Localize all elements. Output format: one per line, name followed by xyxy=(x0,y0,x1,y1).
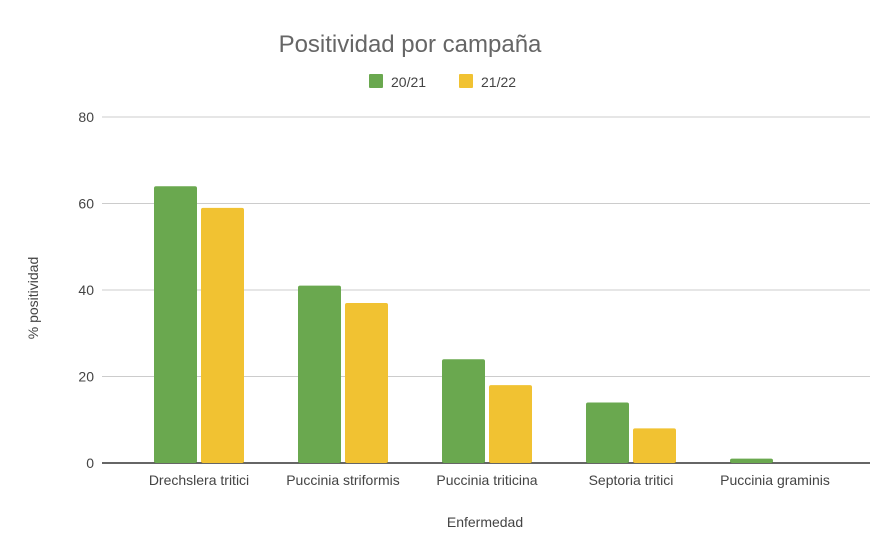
y-tick-label: 20 xyxy=(78,369,94,385)
y-axis-label: % positividad xyxy=(25,257,41,340)
bar-21-22 xyxy=(345,302,388,463)
legend-swatch xyxy=(369,74,383,88)
legend: 20/21 21/22 xyxy=(369,74,516,90)
x-tick-label: Puccinia graminis xyxy=(720,472,830,488)
y-tick-label: 40 xyxy=(78,282,94,298)
x-axis-label: Enfermedad xyxy=(447,514,523,530)
legend-label: 20/21 xyxy=(391,74,426,90)
y-tick-label: 0 xyxy=(86,455,94,471)
chart-title: Positividad por campaña xyxy=(279,31,542,58)
x-tick-label: Drechslera tritici xyxy=(149,472,249,488)
bar-20-21 xyxy=(442,359,485,463)
y-tick-label: 60 xyxy=(78,196,94,212)
x-tick-label: Puccinia striformis xyxy=(286,472,400,488)
x-tick-label: Septoria tritici xyxy=(589,472,674,488)
bar-20-21 xyxy=(586,402,629,463)
bar-21-22 xyxy=(633,428,676,463)
bar-21-22 xyxy=(201,207,244,463)
bar-21-22 xyxy=(489,385,532,463)
legend-swatch xyxy=(459,74,473,88)
legend-label: 21/22 xyxy=(481,74,516,90)
bar-20-21 xyxy=(298,285,341,463)
bar-20-21 xyxy=(730,458,773,463)
x-tick-label: Puccinia triticina xyxy=(436,472,537,488)
y-tick-label: 80 xyxy=(78,109,94,125)
bar-20-21 xyxy=(154,186,197,463)
